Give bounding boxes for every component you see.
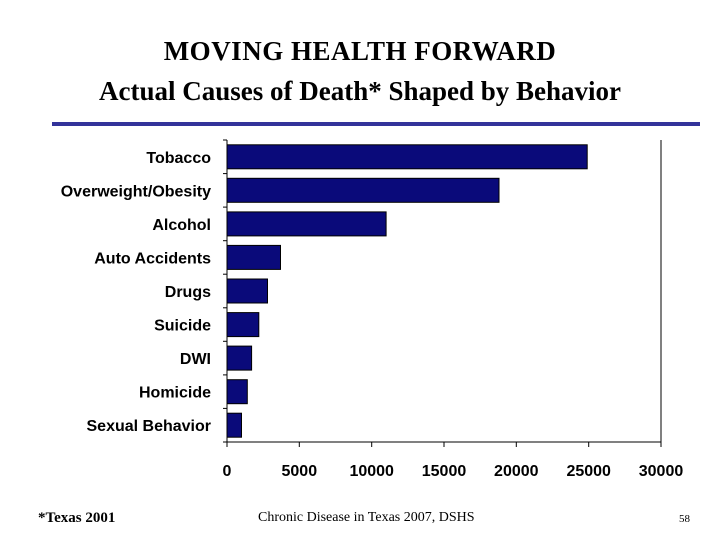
category-label: Overweight/Obesity (61, 183, 211, 200)
slide-title: MOVING HEALTH FORWARD (163, 36, 557, 66)
x-tick-label: 30000 (639, 463, 684, 480)
labels-layer: Tobacco Overweight/Obesity Alcohol Auto Acc… (61, 150, 684, 480)
title-divider (52, 122, 700, 126)
bar (226, 278, 268, 304)
footnote: *Texas 2001 (38, 510, 116, 526)
category-label: Sexual Behavior (87, 418, 212, 435)
bar (226, 244, 281, 270)
axis-layer (223, 139, 662, 447)
page-number: 58 (679, 513, 690, 525)
x-tick-label: 5000 (282, 463, 318, 480)
category-label: DWI (180, 351, 211, 368)
category-label: Suicide (154, 318, 211, 335)
bar (226, 312, 260, 338)
category-label: Auto Accidents (94, 250, 211, 267)
category-label: Tobacco (146, 150, 211, 167)
bar (226, 379, 248, 405)
bars-layer (226, 144, 588, 438)
x-tick-label: 20000 (494, 463, 539, 480)
bar (226, 412, 242, 438)
x-tick-label: 15000 (422, 463, 467, 480)
bar (226, 177, 500, 203)
bar (226, 211, 387, 237)
category-label: Homicide (139, 385, 211, 402)
x-tick-label: 10000 (349, 463, 394, 480)
bar (226, 144, 588, 170)
x-tick-label: 25000 (566, 463, 611, 480)
source-citation: Chronic Disease in Texas 2007, DSHS (258, 510, 475, 525)
category-label: Drugs (165, 284, 211, 301)
slide-subtitle: Actual Causes of Death* Shaped by Behavi… (98, 76, 622, 106)
category-label: Alcohol (152, 217, 211, 234)
bar (226, 345, 253, 371)
x-tick-label: 0 (223, 463, 232, 480)
